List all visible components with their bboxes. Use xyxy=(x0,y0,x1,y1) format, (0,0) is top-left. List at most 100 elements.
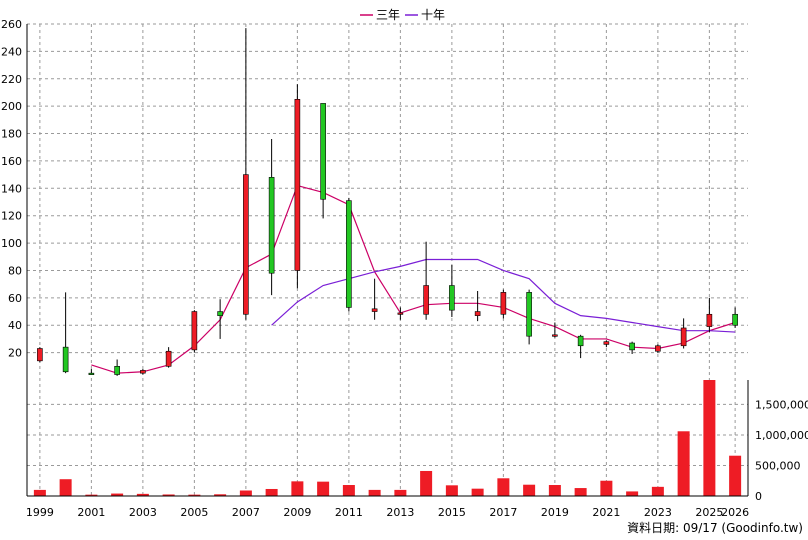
price-tick-label: 240 xyxy=(1,45,22,58)
volume-bar xyxy=(342,485,355,496)
candle-body xyxy=(88,372,95,375)
candle-body xyxy=(449,285,455,311)
x-tick-label: 2019 xyxy=(541,506,569,519)
x-tick-label: 2009 xyxy=(283,506,311,519)
candle-body xyxy=(655,345,661,352)
x-tick-label: 2013 xyxy=(386,506,414,519)
price-tick-label: 80 xyxy=(8,264,22,277)
x-tick-label: 1999 xyxy=(26,506,54,519)
volume-grid xyxy=(27,403,748,497)
volume-bar xyxy=(548,485,561,496)
ma-3yr-line xyxy=(91,184,736,374)
legend: 三年 十年 xyxy=(360,8,445,22)
candle-body xyxy=(397,312,404,315)
x-tick-label: 2026 xyxy=(721,506,749,519)
candle-body xyxy=(423,285,429,315)
moving-average-lines xyxy=(91,184,736,374)
candle-body xyxy=(243,174,249,315)
price-tick-label: 200 xyxy=(1,100,22,113)
price-tick-label: 40 xyxy=(8,319,22,332)
volume-bar xyxy=(651,486,664,496)
volume-tick-label: 1,500,000 xyxy=(755,398,808,411)
x-tick-label: 2025 xyxy=(695,506,723,519)
volume-bar xyxy=(394,489,407,496)
candle-body xyxy=(552,334,558,337)
volume-bar xyxy=(136,493,149,496)
volume-tick-label: 500,000 xyxy=(755,459,801,472)
volume-bars xyxy=(33,380,742,496)
price-tick-label: 60 xyxy=(8,292,22,305)
candle-body xyxy=(371,308,378,312)
candle-body xyxy=(680,327,687,347)
candle-body xyxy=(603,341,610,345)
volume-bar xyxy=(85,494,98,496)
x-tick-label: 2021 xyxy=(592,506,620,519)
candle-body xyxy=(191,311,198,351)
volume-axis: 0 500,000 1,000,000 1,500,000 xyxy=(755,398,808,503)
candle-body xyxy=(346,200,352,308)
volume-bar xyxy=(677,431,690,496)
volume-bar xyxy=(188,494,201,496)
volume-bar xyxy=(471,488,484,496)
volume-bar xyxy=(703,380,716,496)
volume-bar xyxy=(574,488,587,496)
price-tick-label: 180 xyxy=(1,128,22,141)
price-tick-label: 100 xyxy=(1,237,22,250)
price-tick-label: 140 xyxy=(1,182,22,195)
volume-bar xyxy=(265,488,278,496)
price-tick-label: 220 xyxy=(1,73,22,86)
x-tick-label: 2023 xyxy=(644,506,672,519)
candle-body xyxy=(474,311,481,316)
candle-body xyxy=(37,348,43,362)
x-tick-label: 2007 xyxy=(232,506,260,519)
candle-body xyxy=(140,370,146,374)
price-axis: 20 40 60 80 100 120 140 160 180 200 220 240 260 xyxy=(1,18,22,360)
price-tick-label: 20 xyxy=(8,347,22,360)
candle-body xyxy=(217,311,223,316)
candle-body xyxy=(294,99,301,271)
x-tick-label: 2015 xyxy=(438,506,466,519)
legend-label-3yr: 三年 xyxy=(376,8,400,22)
volume-bar xyxy=(317,481,330,496)
x-tick-label: 2011 xyxy=(335,506,363,519)
x-tick-label: 2001 xyxy=(77,506,105,519)
candles xyxy=(37,28,738,376)
chart-frames xyxy=(26,24,749,497)
price-tick-label: 260 xyxy=(1,18,22,31)
volume-tick-label: 1,000,000 xyxy=(755,429,808,442)
volume-bar xyxy=(626,491,639,496)
candle-body xyxy=(629,342,635,351)
volume-bar xyxy=(59,479,72,496)
legend-label-10yr: 十年 xyxy=(421,8,445,22)
price-tick-label: 120 xyxy=(1,210,22,223)
candle-body xyxy=(268,177,275,274)
price-tick-label: 160 xyxy=(1,155,22,168)
volume-bar xyxy=(368,489,381,496)
volume-bar xyxy=(600,480,613,496)
candle-body xyxy=(62,346,69,373)
candle-body xyxy=(577,335,584,347)
volume-bar xyxy=(239,490,252,496)
candle-body xyxy=(500,292,507,315)
candle-body xyxy=(526,292,532,337)
x-tick-label: 2003 xyxy=(129,506,157,519)
candle-body xyxy=(732,313,738,326)
volume-bar xyxy=(291,481,304,496)
volume-bar xyxy=(729,455,742,496)
volume-bar xyxy=(445,485,458,496)
price-grid xyxy=(27,23,748,496)
volume-tick-label: 0 xyxy=(755,490,762,503)
volume-bar xyxy=(214,494,227,496)
x-tick-label: 2005 xyxy=(180,506,208,519)
candle-body xyxy=(165,350,172,367)
volume-bar xyxy=(162,494,175,496)
volume-bar xyxy=(523,484,536,496)
candle-body xyxy=(320,103,326,200)
volume-bar xyxy=(33,489,46,496)
volume-bar xyxy=(111,493,124,496)
volume-bar xyxy=(497,478,510,496)
candle-body xyxy=(706,313,713,327)
x-tick-label: 2017 xyxy=(489,506,517,519)
source-label: 資料日期: 09/17 (Goodinfo.tw) xyxy=(627,521,803,535)
